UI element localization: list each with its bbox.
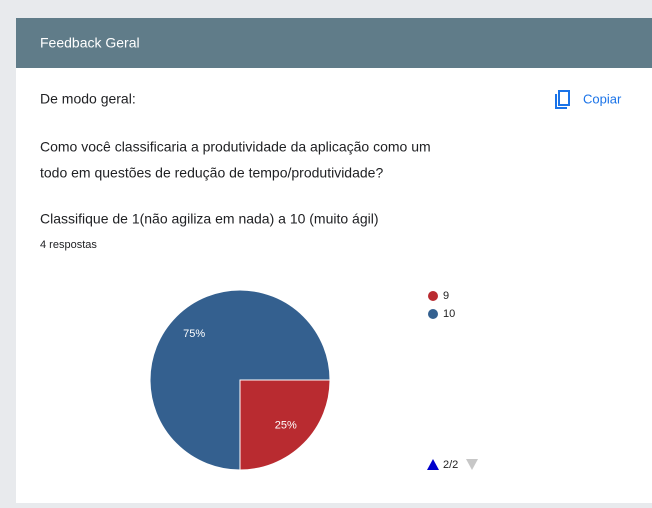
- legend-label: 9: [443, 290, 449, 302]
- copy-button[interactable]: Copiar: [555, 90, 622, 109]
- copy-icon-back: [555, 94, 567, 109]
- header-title: Feedback Geral: [40, 35, 140, 51]
- legend-swatch: [428, 309, 438, 319]
- pager: 2/2: [427, 459, 478, 471]
- chart-title: Classifique de 1(não agiliza em nada) a …: [40, 211, 379, 227]
- section-label: De modo geral:: [40, 91, 136, 107]
- chart-subtitle: 4 respostas: [40, 239, 97, 251]
- legend-swatch: [428, 291, 438, 301]
- slice-label: 25%: [275, 420, 297, 432]
- question-line: Como você classificaria a produtividade …: [40, 139, 431, 155]
- legend-label: 10: [443, 308, 455, 320]
- card: [16, 18, 652, 508]
- pie-slice: [149, 289, 331, 471]
- card-header: [16, 18, 652, 68]
- copy-label[interactable]: Copiar: [583, 91, 622, 106]
- copy-icon: [558, 90, 570, 106]
- slice-label: 75%: [183, 328, 205, 340]
- pager-down[interactable]: [466, 459, 478, 470]
- pager-up[interactable]: [427, 459, 439, 470]
- pager-label: 2/2: [443, 459, 458, 471]
- pie-slice: [239, 379, 331, 471]
- question-line: todo em questões de redução de tempo/pro…: [40, 165, 383, 181]
